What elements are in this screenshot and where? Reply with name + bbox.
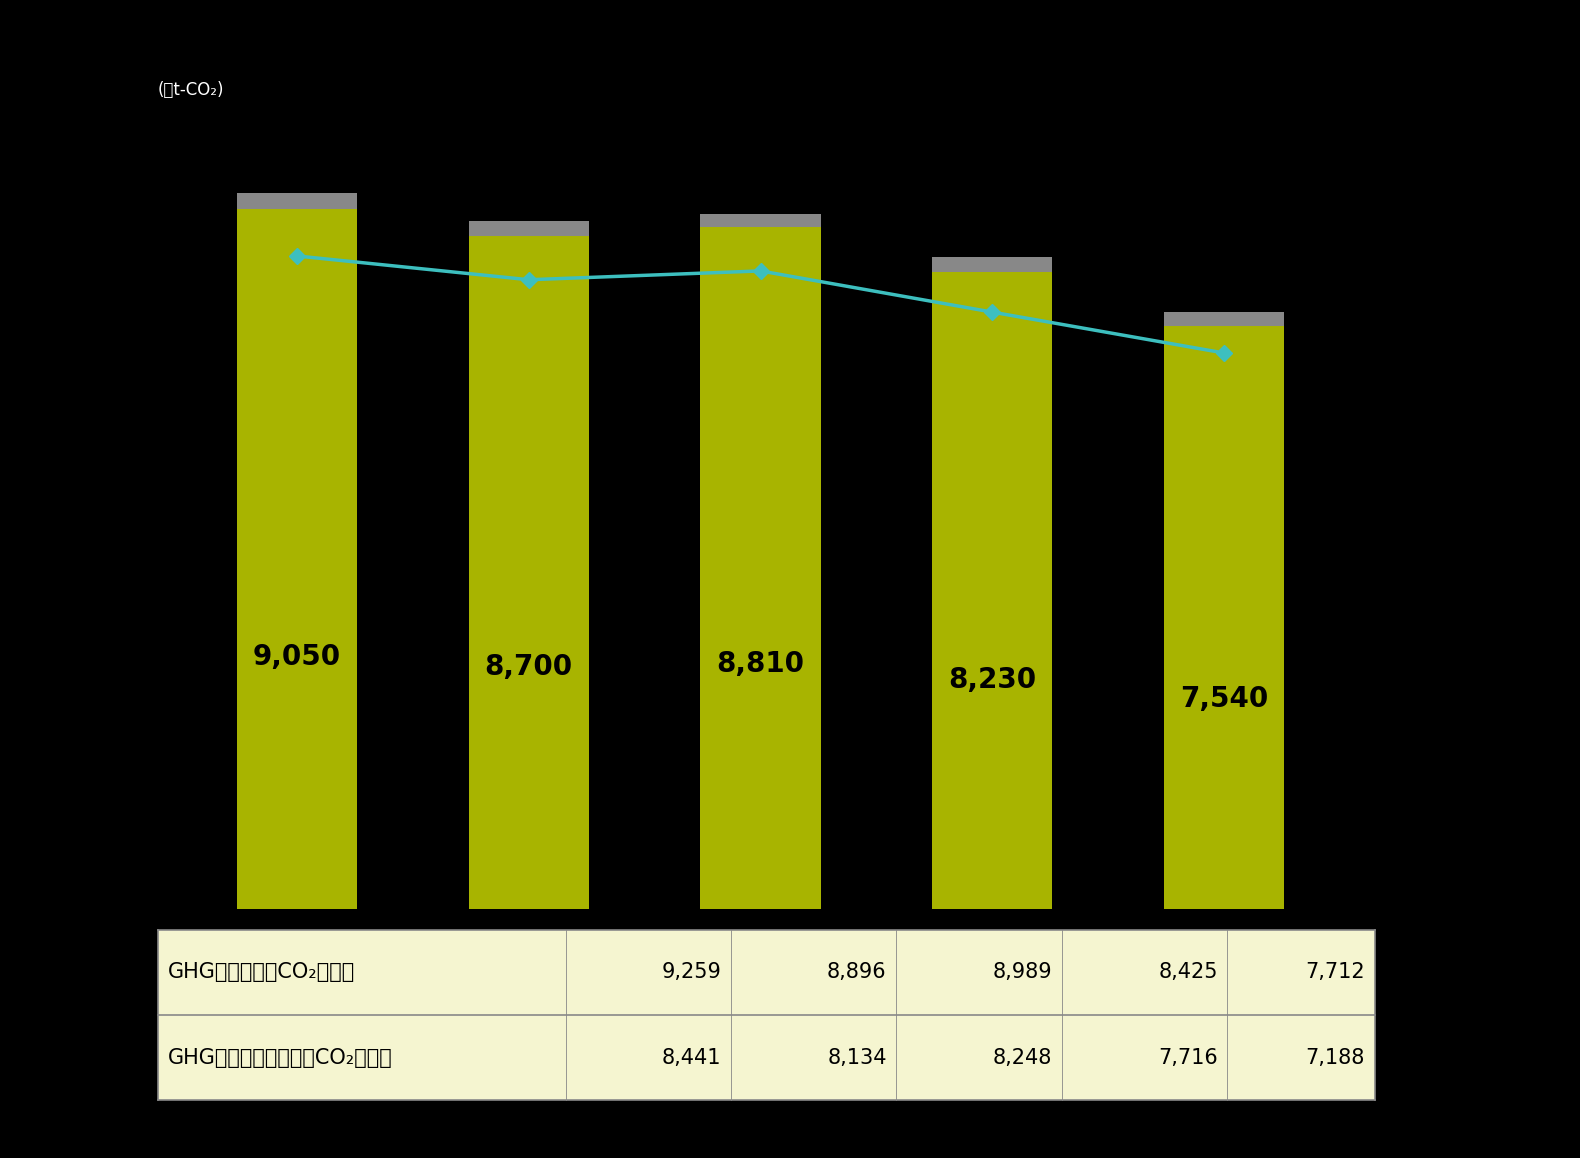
Text: 8,441: 8,441 [662,1048,722,1068]
Text: 8,700: 8,700 [485,653,574,681]
Bar [237,208,357,909]
Text: 2019年度: 2019年度 [258,950,337,969]
FancyBboxPatch shape [1390,204,1443,228]
Text: 8,230: 8,230 [948,666,1036,694]
Text: 7,712: 7,712 [1305,962,1365,982]
Bar [1164,325,1285,909]
Text: 2020年度: 2020年度 [490,950,567,969]
Bar [1164,313,1285,325]
Text: 8,896: 8,896 [826,962,886,982]
Text: 8,134: 8,134 [828,1048,886,1068]
Text: GHG総排出量（CO₂換算）: GHG総排出量（CO₂換算） [167,962,356,982]
Bar [932,257,1052,272]
Bar [158,1014,1375,1100]
Text: 8,425: 8,425 [1158,962,1218,982]
Bar [932,272,1052,909]
Text: 2021年度: 2021年度 [722,950,799,969]
Text: 2022年度: 2022年度 [953,950,1032,969]
Bar [700,227,820,909]
Bar [237,192,357,208]
Bar [469,236,589,909]
Text: 8,248: 8,248 [992,1048,1052,1068]
Text: 8,989: 8,989 [992,962,1052,982]
Bar [158,930,1375,1014]
Text: GHG総排出量（ネットCO₂換算）: GHG総排出量（ネットCO₂換算） [167,1048,392,1068]
Text: 9,050: 9,050 [253,643,341,672]
Text: 7,540: 7,540 [1180,686,1269,713]
Bar [700,213,820,227]
Text: 7,716: 7,716 [1158,1048,1218,1068]
FancyBboxPatch shape [1390,239,1443,259]
Text: 8,810: 8,810 [716,650,804,677]
Text: 2023年度: 2023年度 [1185,950,1262,969]
Text: (千t-CO₂): (千t-CO₂) [158,81,224,100]
Text: 7,188: 7,188 [1305,1048,1365,1068]
Bar [469,221,589,236]
Text: 9,259: 9,259 [662,962,722,982]
